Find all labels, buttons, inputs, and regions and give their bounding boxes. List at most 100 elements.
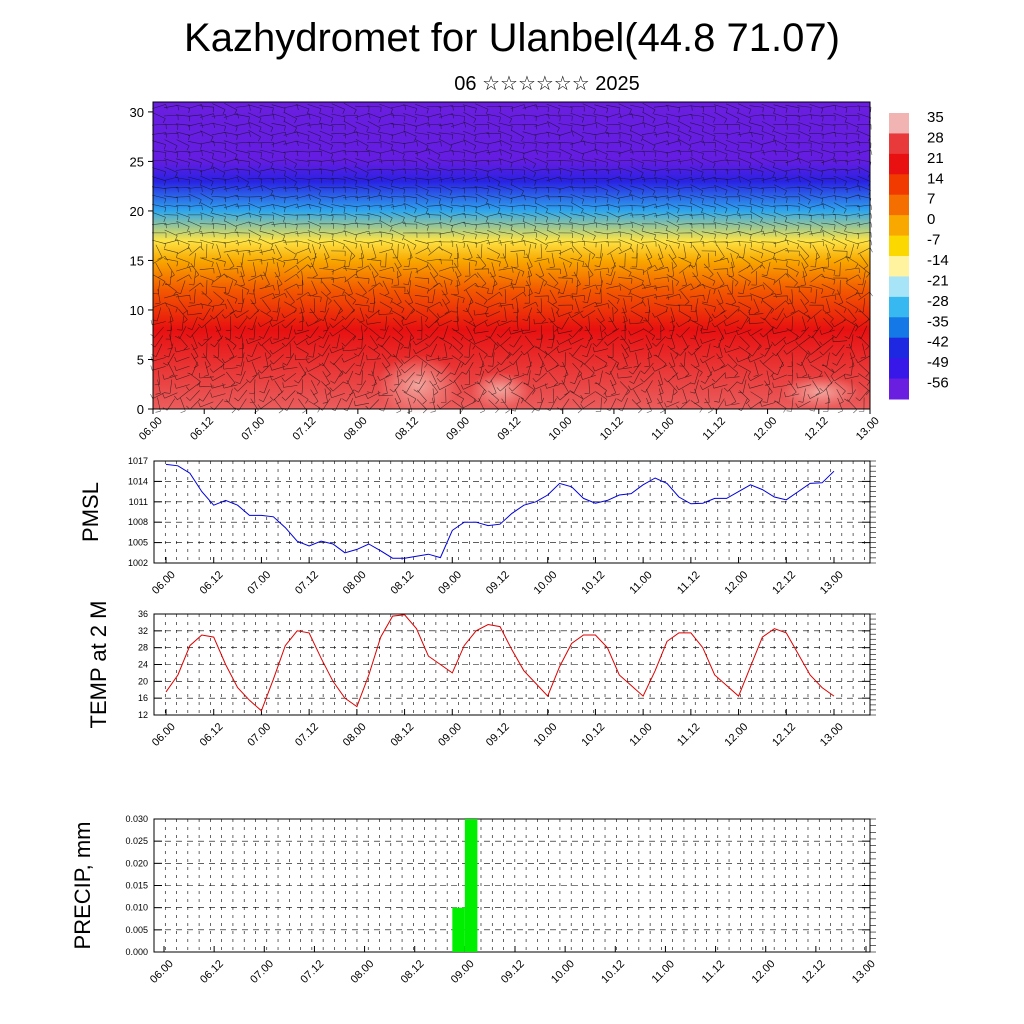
- x-tick-label: 11.00: [627, 721, 654, 748]
- x-tick-label: 08.12: [393, 415, 421, 443]
- y-tick-label: 20: [138, 676, 148, 686]
- x-tick-label: 09.00: [436, 721, 464, 749]
- colorbar-label: -28: [927, 293, 949, 310]
- x-tick-label: 10.00: [549, 958, 577, 986]
- x-tick-label: 08.00: [342, 415, 370, 443]
- y-tick-label: 15: [130, 253, 144, 268]
- x-tick-label: 08.00: [341, 721, 369, 749]
- x-tick-label: 09.12: [484, 721, 512, 749]
- x-tick-label: 06.12: [198, 721, 226, 749]
- x-tick-label: 11.00: [627, 569, 654, 596]
- x-tick-label: 11.00: [650, 958, 677, 985]
- y-tick-label: 28: [138, 643, 148, 653]
- warm-blob: [470, 372, 530, 408]
- y-tick-label: 0.015: [125, 881, 148, 891]
- colorbar-label: -21: [927, 272, 949, 289]
- wind-barbs: [150, 103, 873, 414]
- x-tick-label: 06.00: [137, 415, 165, 443]
- x-tick-label: 12.00: [751, 415, 779, 443]
- x-tick-label: 10.12: [579, 721, 607, 749]
- y-tick-label: 0.020: [125, 858, 148, 868]
- x-tick-label: 09.00: [436, 569, 464, 597]
- panel-frame: [153, 460, 871, 564]
- x-tick-label: 12.12: [770, 721, 798, 749]
- colorbar-label: -14: [927, 252, 949, 269]
- colorbar-label: -56: [927, 375, 949, 392]
- x-tick-label: 08.12: [388, 721, 416, 749]
- colorbar-label: -35: [927, 313, 949, 330]
- colorbar-swatch: [889, 256, 909, 277]
- y-tick-label: 12: [138, 710, 148, 720]
- colorbar-swatch: [889, 194, 909, 216]
- colorbar-label: -42: [927, 334, 949, 351]
- y-tick-label: 1014: [128, 476, 148, 486]
- colorbar-swatch: [889, 153, 909, 175]
- colorbar-label: 35: [927, 109, 944, 126]
- x-tick-label: 08.12: [388, 569, 416, 597]
- y-tick-label: 5: [137, 352, 144, 367]
- x-tick-label: 09.12: [495, 415, 523, 443]
- y-tick-label: 0.005: [125, 925, 148, 935]
- colorbar-swatch: [889, 337, 909, 359]
- x-tick-label: 10.00: [532, 569, 560, 597]
- y-tick-label: 0: [137, 402, 144, 417]
- y-tick-label: 0.030: [125, 814, 148, 824]
- y-axis-title: PRECIP, mm: [70, 822, 95, 950]
- x-tick-label: 13.00: [818, 721, 846, 749]
- y-tick-label: 0.010: [125, 903, 148, 913]
- x-tick-label: 12.12: [770, 569, 798, 597]
- colorbar-label: 0: [927, 211, 935, 228]
- colorbar-label: -7: [927, 232, 940, 249]
- x-tick-label: 11.00: [649, 415, 676, 442]
- colorbar-label: 14: [927, 170, 944, 187]
- x-tick-label: 07.12: [291, 415, 319, 443]
- y-axis-title: PMSL: [78, 482, 103, 542]
- x-tick-label: 06.12: [198, 569, 226, 597]
- y-tick-label: 1011: [129, 497, 148, 507]
- x-tick-label: 10.00: [547, 415, 575, 443]
- x-tick-label: 07.12: [293, 569, 321, 597]
- x-tick-label: 12.00: [722, 569, 750, 597]
- y-tick-label: 1002: [128, 558, 148, 568]
- colorbar-swatch: [889, 317, 909, 339]
- x-tick-label: 13.00: [818, 569, 846, 597]
- y-tick-label: 36: [138, 609, 148, 619]
- x-tick-label: 08.00: [348, 958, 376, 986]
- colorbar-swatch: [889, 215, 909, 237]
- x-tick-label: 10.00: [532, 721, 560, 749]
- y-tick-label: 1005: [128, 538, 148, 548]
- x-tick-label: 12.12: [800, 958, 828, 986]
- colorbar-label: 28: [927, 129, 944, 146]
- x-tick-label: 09.12: [499, 958, 527, 986]
- y-tick-label: 0.000: [125, 947, 148, 957]
- precip-bar: [452, 907, 465, 952]
- precip-bar: [464, 819, 478, 952]
- x-tick-label: 11.12: [675, 721, 702, 748]
- colorbar-label: 21: [927, 150, 944, 167]
- y-tick-label: 24: [138, 660, 148, 670]
- x-tick-label: 12.00: [722, 721, 750, 749]
- x-tick-label: 07.00: [245, 721, 273, 749]
- x-tick-label: 06.00: [148, 958, 176, 986]
- warm-blob: [376, 355, 460, 415]
- x-tick-label: 06.00: [150, 569, 178, 597]
- x-tick-label: 08.00: [341, 569, 369, 597]
- colorbar-label: 7: [927, 191, 935, 208]
- x-tick-label: 13.00: [850, 958, 878, 986]
- y-tick-label: 20: [130, 204, 144, 219]
- chart-title: Kazhydromet for Ulanbel(44.8 71.07): [184, 16, 840, 60]
- y-tick-label: 25: [130, 154, 144, 169]
- x-tick-label: 12.12: [803, 415, 831, 443]
- x-tick-label: 10.12: [598, 415, 626, 443]
- x-tick-label: 11.12: [701, 415, 728, 442]
- y-tick-label: 1017: [128, 456, 148, 466]
- y-tick-label: 16: [138, 693, 148, 703]
- y-tick-label: 10: [130, 303, 144, 318]
- x-tick-label: 09.12: [484, 569, 512, 597]
- colorbar-swatch: [889, 235, 909, 257]
- chart-subtitle: 06 ☆☆☆☆☆☆ 2025: [454, 73, 640, 95]
- x-tick-label: 07.00: [239, 415, 267, 443]
- colorbar-swatch: [889, 113, 909, 134]
- colorbar-swatch: [889, 358, 909, 380]
